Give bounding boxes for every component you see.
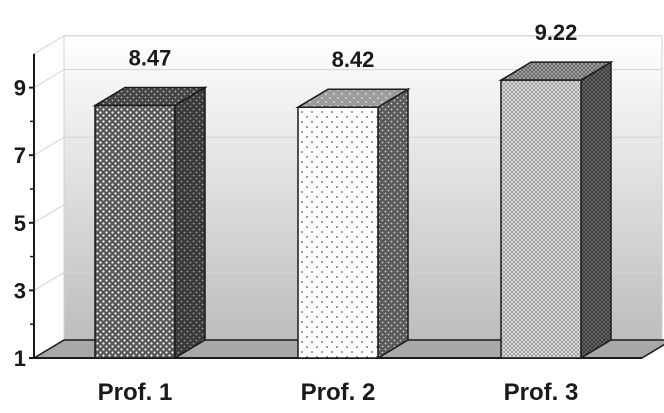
x-category-label: Prof. 2	[301, 379, 376, 406]
y-tick-label: 1	[14, 346, 26, 371]
bar-side	[377, 87, 409, 360]
bar-value-label: 9.22	[535, 20, 578, 45]
x-category-label: Prof. 1	[98, 379, 173, 406]
y-tick-label: 3	[14, 278, 26, 303]
bar-front	[500, 79, 582, 359]
bar-2	[295, 87, 411, 360]
gridline	[33, 271, 662, 291]
y-tick-label: 9	[14, 76, 26, 101]
bar-3	[498, 60, 614, 360]
gridline	[33, 136, 662, 156]
bars	[92, 60, 614, 360]
gridlines	[33, 35, 662, 291]
y-tick-label: 5	[14, 211, 26, 236]
y-tick-label: 7	[14, 143, 26, 168]
bar-side	[580, 60, 612, 360]
gridline	[33, 35, 662, 55]
gridline	[33, 204, 662, 224]
bar-1	[92, 86, 208, 360]
bar-front	[297, 106, 379, 359]
gridline	[33, 69, 662, 89]
x-category-label: Prof. 3	[504, 379, 579, 406]
bar-value-label: 8.42	[332, 47, 375, 72]
bar-side	[174, 86, 206, 360]
bar-front	[94, 104, 176, 359]
bar-value-label: 8.47	[129, 46, 172, 71]
